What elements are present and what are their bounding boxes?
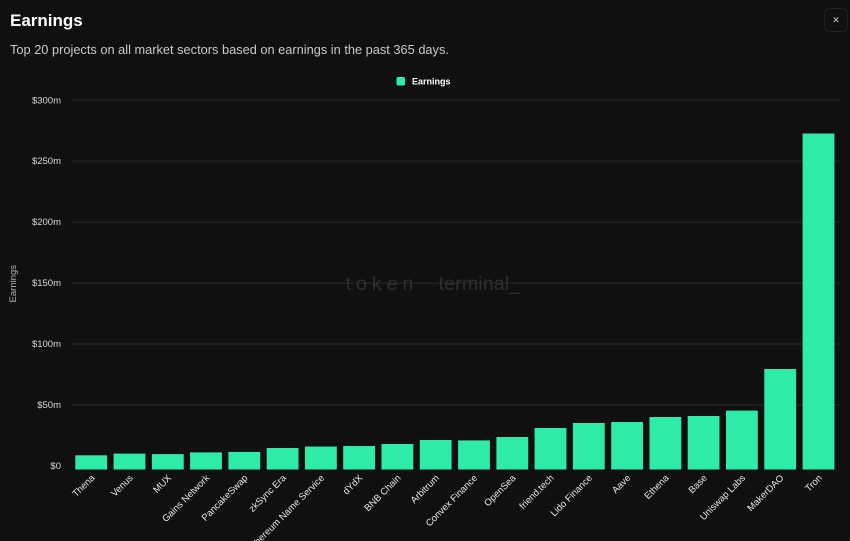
svg-text:Arbitrum: Arbitrum [409,473,442,506]
svg-text:BNB Chain: BNB Chain [363,473,404,514]
svg-text:$200m: $200m [32,217,61,228]
svg-text:Earnings: Earnings [412,77,451,87]
svg-text:MUX: MUX [151,472,174,495]
svg-text:Venus: Venus [109,473,136,500]
svg-text:dYdX: dYdX [341,472,366,497]
svg-text:Tron: Tron [803,473,824,494]
svg-text:Earnings: Earnings [8,265,19,303]
svg-text:friend.tech: friend.tech [517,473,556,512]
svg-text:$250m: $250m [32,156,61,167]
svg-text:token: token [346,273,419,295]
svg-text:Thena: Thena [70,472,97,499]
svg-text:terminal_: terminal_ [439,273,522,295]
svg-text:$0: $0 [50,461,61,472]
svg-text:Ethena: Ethena [642,472,672,502]
svg-text:$50m: $50m [37,400,61,411]
svg-text:$150m: $150m [32,278,61,289]
svg-text:OpenSea: OpenSea [482,472,519,509]
svg-text:$300m: $300m [32,95,61,106]
svg-text:Aave: Aave [610,473,633,496]
svg-text:MakerDAO: MakerDAO [745,473,786,514]
svg-text:$100m: $100m [32,339,61,350]
svg-text:Base: Base [687,473,710,496]
